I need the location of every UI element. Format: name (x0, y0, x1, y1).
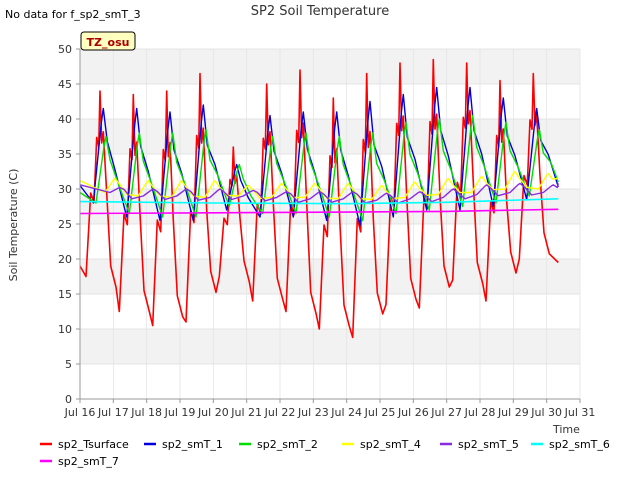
y-axis-label: Soil Temperature (C) (7, 169, 20, 282)
y-tick-label: 30 (58, 183, 72, 196)
plot-band (80, 224, 580, 259)
series-line-sp2_smT_5 (79, 182, 559, 204)
legend-label-sp2_Tsurface: sp2_Tsurface (58, 438, 129, 451)
plot-background (80, 49, 580, 399)
y-tick-labels: 0 5 10 15 20 25 30 35 40 45 50 (58, 43, 72, 406)
y-tick-label: 10 (58, 323, 72, 336)
y-tick-label: 25 (58, 218, 72, 231)
y-tick-label: 50 (58, 43, 72, 56)
y-tick-label: 20 (58, 253, 72, 266)
legend-label-sp2_smT_6: sp2_smT_6 (549, 438, 610, 451)
series-line-sp2_smT_7 (79, 208, 559, 215)
x-tick-label: Jul 31 (564, 406, 596, 419)
plot-band (80, 84, 580, 119)
y-tick-label: 5 (65, 358, 72, 371)
x-tick-label: Jul 20 (197, 406, 229, 419)
x-tick-label: Jul 26 (397, 406, 429, 419)
x-tick-label: Jul 17 (97, 406, 129, 419)
legend-label-sp2_smT_2: sp2_smT_2 (257, 438, 318, 451)
x-tick-label: Jul 28 (464, 406, 496, 419)
x-tick-label: Jul 16 (64, 406, 96, 419)
series-line-sp2_smT_2 (79, 114, 559, 222)
series-lines (79, 58, 559, 339)
plot-band (80, 294, 580, 329)
plot-band (80, 259, 580, 294)
x-tick-labels: Jul 16 Jul 17 Jul 18 Jul 19 Jul 20 Jul 21 Jul … (64, 406, 596, 419)
legend-label-sp2_smT_7: sp2_smT_7 (58, 455, 119, 468)
x-tick-label: Jul 27 (430, 406, 462, 419)
plot-band (80, 329, 580, 364)
x-tick-label: Jul 22 (264, 406, 296, 419)
legend-label-sp2_smT_4: sp2_smT_4 (360, 438, 421, 451)
y-tick-label: 35 (58, 148, 72, 161)
no-data-note: No data for f_sp2_smT_3 (5, 8, 141, 21)
x-tick-label: Jul 18 (130, 406, 162, 419)
x-tick-label: Jul 21 (230, 406, 262, 419)
site-badge-label: TZ_osu (87, 36, 130, 49)
axes (76, 48, 581, 403)
x-tick-label: Jul 19 (164, 406, 196, 419)
y-tick-label: 15 (58, 288, 72, 301)
y-tick-label: 0 (65, 393, 72, 406)
site-badge: TZ_osu (80, 31, 136, 51)
x-tick-label: Jul 23 (297, 406, 329, 419)
series-line-sp2_smT_6 (79, 198, 559, 205)
x-tick-label: Jul 24 (330, 406, 362, 419)
x-tick-label: Jul 30 (530, 406, 562, 419)
y-tick-label: 45 (58, 78, 72, 91)
chart-title: SP2 Soil Temperature (251, 4, 389, 19)
legend: sp2_Tsurface sp2_smT_1 sp2_smT_2 sp2_smT_4 s… (40, 438, 610, 468)
x-tick-label: Jul 25 (364, 406, 396, 419)
x-tick-label: Jul 29 (497, 406, 529, 419)
x-axis-label: Time (552, 423, 580, 436)
series-line-sp2_Tsurface (79, 58, 559, 339)
legend-label-sp2_smT_1: sp2_smT_1 (162, 438, 223, 451)
legend-label-sp2_smT_5: sp2_smT_5 (458, 438, 519, 451)
plot-band (80, 49, 580, 84)
y-tick-label: 40 (58, 113, 72, 126)
site-badge-box (80, 31, 136, 51)
plot-band (80, 364, 580, 399)
